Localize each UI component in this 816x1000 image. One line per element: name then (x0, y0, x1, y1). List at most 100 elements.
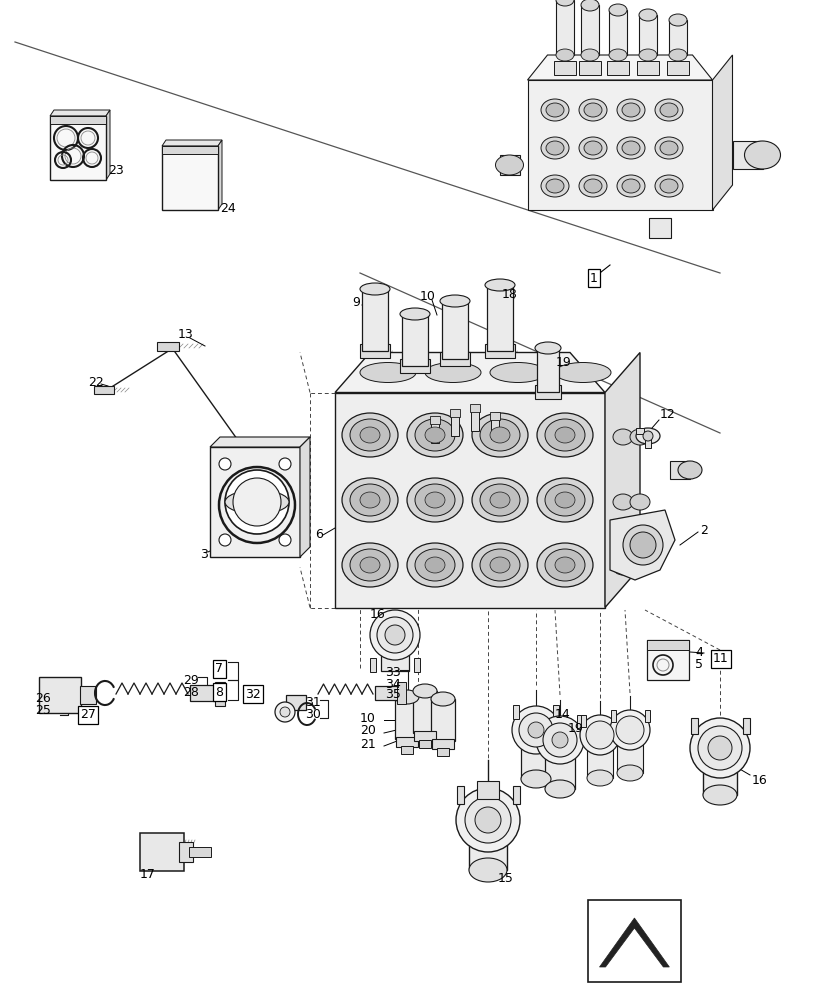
Ellipse shape (703, 785, 737, 805)
Text: 11: 11 (713, 652, 729, 666)
Bar (513, 705, 519, 719)
Ellipse shape (545, 484, 585, 516)
Bar (669, 20, 687, 55)
Bar (667, 61, 689, 75)
Ellipse shape (407, 478, 463, 522)
Ellipse shape (415, 419, 455, 451)
Bar (647, 640, 689, 650)
Ellipse shape (350, 484, 390, 516)
Ellipse shape (555, 557, 575, 573)
Bar (39, 677, 81, 713)
Ellipse shape (669, 14, 687, 26)
Bar (743, 718, 750, 734)
Ellipse shape (655, 137, 683, 159)
Ellipse shape (617, 137, 645, 159)
Bar (545, 747, 575, 789)
Circle shape (643, 431, 653, 441)
Text: 2: 2 (700, 524, 707, 536)
Ellipse shape (609, 49, 627, 61)
Text: 14: 14 (555, 708, 570, 722)
Bar (442, 301, 468, 359)
Text: 5: 5 (695, 658, 703, 672)
Ellipse shape (660, 141, 678, 155)
Polygon shape (218, 140, 222, 210)
Ellipse shape (480, 484, 520, 516)
Bar (577, 715, 583, 729)
Ellipse shape (541, 99, 569, 121)
Ellipse shape (660, 103, 678, 117)
Text: 27: 27 (80, 708, 95, 722)
Text: 24: 24 (220, 202, 236, 215)
Ellipse shape (617, 99, 645, 121)
Ellipse shape (413, 684, 437, 698)
Circle shape (370, 610, 420, 660)
Circle shape (519, 713, 553, 747)
Ellipse shape (622, 141, 640, 155)
Ellipse shape (485, 279, 515, 291)
Ellipse shape (630, 429, 650, 445)
Text: 26: 26 (35, 692, 51, 704)
Text: 20: 20 (360, 724, 376, 738)
Text: 17: 17 (140, 867, 156, 880)
Text: 32: 32 (245, 688, 261, 700)
Bar (432, 739, 454, 749)
Text: 33: 33 (385, 666, 401, 680)
Ellipse shape (415, 549, 455, 581)
Ellipse shape (617, 175, 645, 197)
Text: 6: 6 (315, 528, 323, 542)
Text: 31: 31 (305, 696, 321, 710)
Text: 12: 12 (660, 408, 676, 422)
Ellipse shape (545, 780, 575, 798)
Ellipse shape (660, 179, 678, 193)
Bar (647, 640, 689, 680)
Bar (645, 438, 651, 448)
Ellipse shape (584, 141, 602, 155)
Text: 16: 16 (752, 774, 768, 786)
Bar (437, 748, 449, 756)
Circle shape (690, 718, 750, 778)
Bar (485, 344, 515, 358)
Polygon shape (106, 110, 110, 180)
Ellipse shape (407, 543, 463, 587)
Bar (215, 682, 225, 706)
Bar (636, 428, 644, 434)
Bar (456, 786, 463, 804)
Bar (580, 715, 586, 727)
Circle shape (219, 458, 231, 470)
Ellipse shape (472, 413, 528, 457)
Ellipse shape (622, 103, 640, 117)
Bar (450, 409, 460, 417)
Ellipse shape (521, 770, 551, 788)
Ellipse shape (480, 549, 520, 581)
Bar (286, 694, 306, 710)
Polygon shape (605, 353, 640, 607)
Ellipse shape (541, 175, 569, 197)
Ellipse shape (407, 413, 463, 457)
Bar (499, 155, 520, 175)
Bar (440, 352, 470, 366)
Circle shape (708, 736, 732, 760)
Bar (614, 715, 619, 727)
Ellipse shape (587, 770, 613, 786)
Circle shape (536, 716, 584, 764)
Bar (490, 412, 500, 420)
Ellipse shape (579, 175, 607, 197)
Bar (649, 218, 671, 238)
Ellipse shape (678, 461, 702, 479)
Polygon shape (527, 55, 712, 80)
Bar (430, 416, 440, 424)
Ellipse shape (537, 478, 593, 522)
Bar (477, 781, 499, 799)
Bar (645, 710, 650, 722)
Bar (50, 116, 106, 180)
Ellipse shape (617, 765, 643, 781)
Ellipse shape (425, 362, 481, 382)
Ellipse shape (555, 362, 611, 382)
Polygon shape (610, 510, 675, 580)
Bar (50, 116, 106, 124)
Bar (553, 705, 559, 719)
Text: 18: 18 (502, 288, 518, 302)
Text: 22: 22 (88, 375, 104, 388)
Bar (375, 686, 399, 700)
Bar (401, 746, 413, 754)
